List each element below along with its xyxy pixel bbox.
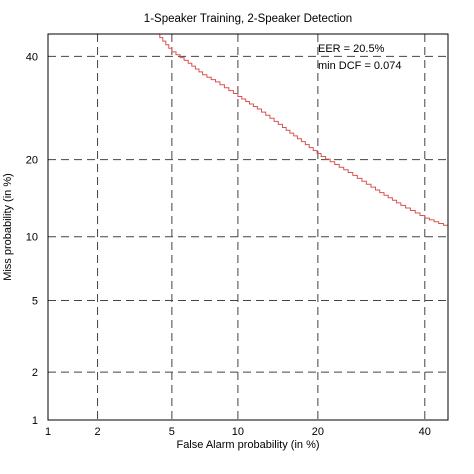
y-tick-label: 1 xyxy=(32,415,38,427)
y-tick-label: 2 xyxy=(32,367,38,379)
y-tick-label: 5 xyxy=(32,295,38,307)
x-tick-label: 1 xyxy=(45,426,51,438)
x-tick-label: 2 xyxy=(94,426,100,438)
x-tick-label: 40 xyxy=(419,426,431,438)
chart-title: 1-Speaker Training, 2-Speaker Detection xyxy=(144,13,352,25)
eer-annotation: EER = 20.5% xyxy=(318,43,385,55)
y-tick-label: 20 xyxy=(26,155,38,167)
min-dcf-annotation: min DCF = 0.074 xyxy=(318,60,401,72)
det-curve xyxy=(156,33,449,228)
x-tick-label: 5 xyxy=(169,426,175,438)
plot-frame xyxy=(47,33,449,421)
y-tick-labels: 1 2 5 10 20 40 xyxy=(26,51,38,427)
y-tick-label: 40 xyxy=(26,51,38,63)
y-axis-label: Miss probability (in %) xyxy=(2,173,14,281)
x-tick-label: 10 xyxy=(232,426,244,438)
grid xyxy=(48,34,448,420)
x-tick-labels: 1 2 5 10 20 40 xyxy=(45,426,431,438)
curve-layer xyxy=(156,33,449,228)
x-tick-label: 20 xyxy=(312,426,324,438)
y-tick-label: 10 xyxy=(26,232,38,244)
x-axis-label: False Alarm probability (in %) xyxy=(176,439,319,451)
